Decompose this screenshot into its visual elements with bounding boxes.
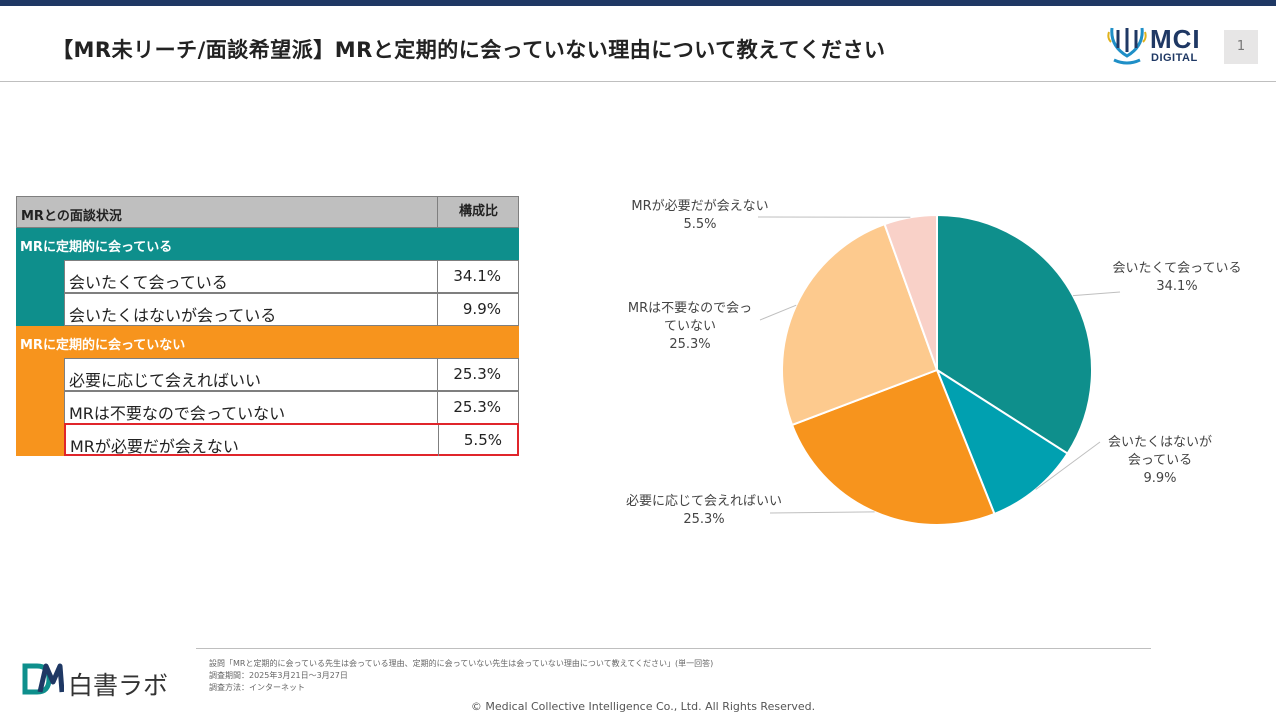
- slice-value-label: 25.3%: [683, 512, 724, 527]
- row-value: 25.3%: [437, 359, 519, 390]
- note-line: 設問「MRと定期的に会っている先生は会っている理由、定期的に会っていない先生は会…: [209, 659, 714, 668]
- header: 【MR未リーチ/面談希望派】MRと定期的に会っていない理由について教えてください: [0, 6, 1276, 82]
- pie-chart: 会いたくて会っている 34.1% 会いたくはないが会っている 9.9% 必要に応じて会え…: [626, 199, 1242, 527]
- slice-label: 必要に応じて会えればいい: [626, 494, 782, 509]
- table-row: 必要に応じて会えればいい 25.3%: [64, 358, 519, 391]
- slice-value-label: 34.1%: [1156, 279, 1197, 294]
- group-side-bar: [16, 358, 64, 456]
- top-accent-bar: [0, 0, 1276, 6]
- row-value: 25.3%: [437, 392, 519, 423]
- laurel-icon: [1107, 27, 1147, 65]
- leader-line: [1072, 291, 1121, 297]
- copyright: © Medical Collective Intelligence Co., L…: [470, 700, 816, 713]
- slice-label: 会っている: [1128, 453, 1192, 468]
- row-value: 9.9%: [437, 294, 519, 325]
- leader-line: [769, 511, 875, 514]
- survey-notes: 設問「MRと定期的に会っている先生は会っている理由、定期的に会っていない先生は会…: [209, 658, 713, 694]
- footer-divider: [196, 648, 1151, 649]
- slice-label: MRが必要だが会えない: [631, 199, 768, 214]
- table-row-highlighted: MRが必要だが会えない 5.5%: [64, 423, 519, 456]
- note-line: 調査方法：インターネット: [209, 683, 305, 692]
- group-side-bar: [16, 260, 64, 326]
- slice-value-label: 9.9%: [1143, 471, 1176, 486]
- pie-slice: [934, 367, 1069, 516]
- row-label: MRが必要だが会えない: [70, 437, 239, 456]
- row-value: 34.1%: [437, 261, 519, 292]
- note-line: 調査期間：2025年3月21日～3月27日: [209, 671, 348, 680]
- mci-digital-logo: MCI DIGITAL: [1106, 22, 1216, 68]
- slice-label: MRは不要なので会っ: [628, 301, 752, 316]
- group-label: MRに定期的に会っていない: [20, 338, 186, 353]
- row-label: 会いたくて会っている: [69, 273, 228, 292]
- table-row: 会いたくて会っている 34.1%: [64, 260, 519, 293]
- slice-value-label: 5.5%: [683, 217, 716, 232]
- group-label: MRに定期的に会っている: [20, 240, 173, 255]
- logo-sub: DIGITAL: [1151, 52, 1198, 64]
- leader-line: [1035, 441, 1101, 490]
- hakusho-lab-brand: 白書ラボ: [68, 671, 169, 700]
- leader-line: [759, 304, 797, 321]
- slice-label: 会いたくて会っている: [1113, 261, 1242, 276]
- table-header-value: 構成比: [437, 197, 519, 227]
- table-group-row: MRに定期的に会っている: [16, 228, 519, 260]
- page-number: 1: [1224, 30, 1258, 64]
- slice-value-label: 25.3%: [669, 337, 710, 352]
- row-label: 必要に応じて会えればいい: [69, 371, 262, 390]
- table-row: 会いたくはないが会っている 9.9%: [64, 293, 519, 326]
- slice-label: ていない: [664, 319, 716, 334]
- page-title: 【MR未リーチ/面談希望派】MRと定期的に会っていない理由について教えてください: [52, 38, 886, 62]
- pie-slice: [883, 213, 938, 371]
- table-header-label: MRとの面談状況: [21, 209, 122, 224]
- slice-label: 会いたくはないが: [1108, 435, 1212, 450]
- logo-name: MCI: [1150, 24, 1201, 54]
- table-row: MRは不要なので会っていない 25.3%: [64, 391, 519, 424]
- hakusho-lab-logo-icon: [22, 663, 64, 695]
- row-label: MRは不要なので会っていない: [69, 404, 286, 423]
- table-group-row: MRに定期的に会っていない: [16, 326, 519, 358]
- row-label: 会いたくはないが会っている: [69, 306, 277, 325]
- table-header-row: MRとの面談状況 構成比: [16, 196, 519, 228]
- row-value: 5.5%: [438, 425, 520, 456]
